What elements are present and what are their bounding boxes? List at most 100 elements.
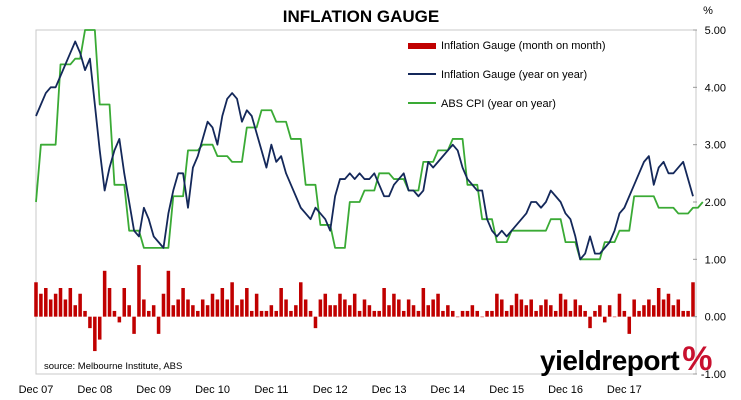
mom-bar: [372, 310, 377, 317]
mom-bar: [240, 299, 244, 317]
mom-bar: [318, 299, 323, 317]
mom-bar: [181, 288, 185, 317]
y-axis-unit-label: %: [703, 5, 713, 17]
mom-bar: [97, 316, 102, 340]
y-tick-label: 1.00: [705, 254, 726, 266]
mom-bar: [681, 310, 685, 317]
mom-bar: [156, 316, 161, 334]
mom-bar: [210, 293, 215, 317]
mom-bar: [88, 316, 92, 329]
mom-bar: [303, 299, 308, 317]
mom-bar: [656, 288, 661, 317]
mom-bar: [539, 305, 543, 317]
mom-bar: [549, 305, 553, 317]
x-tick-label: Dec 14: [430, 384, 465, 396]
logo-wordmark: yieldreport%: [540, 340, 712, 378]
y-tick-label: 2.00: [705, 197, 726, 209]
mom-bar: [299, 282, 303, 317]
mom-bar: [151, 305, 156, 317]
mom-bar: [343, 299, 347, 317]
mom-bar: [504, 310, 509, 317]
mom-bar: [455, 316, 460, 318]
mom-bar: [294, 305, 298, 317]
mom-bar: [176, 299, 180, 317]
mom-bar: [593, 310, 597, 317]
x-tick-label: Dec 09: [136, 384, 171, 396]
mom-bar: [196, 310, 200, 317]
mom-bar: [578, 305, 582, 317]
mom-bar: [568, 310, 573, 317]
mom-bar: [647, 299, 651, 317]
mom-bar: [274, 310, 279, 317]
mom-bar: [470, 305, 475, 317]
mom-bar: [357, 310, 362, 317]
mom-bar: [132, 316, 136, 334]
mom-bar: [671, 305, 676, 317]
mom-bar: [387, 305, 391, 317]
mom-bar: [112, 310, 117, 317]
mom-bar: [382, 288, 386, 317]
legend: Inflation Gauge (month on month) Inflati…: [408, 40, 605, 110]
mom-bar: [289, 310, 293, 317]
mom-bar: [622, 310, 627, 317]
mom-bar: [348, 305, 352, 317]
mom-bar: [127, 305, 131, 317]
mom-bar: [78, 293, 82, 317]
y-tick-label: 0.00: [705, 312, 726, 324]
abs-cpi-line: [35, 29, 704, 261]
mom-bar: [142, 299, 146, 317]
mom-bar: [666, 293, 671, 317]
mom-bar: [328, 305, 332, 317]
mom-bar: [480, 316, 484, 318]
mom-bar: [235, 305, 239, 317]
mom-bar: [691, 282, 695, 317]
x-axis-ticks: Dec 07 Dec 08 Dec 09 Dec 10 Dec 11 Dec 12 Dec …: [19, 384, 642, 396]
mom-bar: [249, 310, 254, 317]
mom-bar: [161, 293, 166, 317]
x-tick-label: Dec 12: [313, 384, 348, 396]
mom-bar: [475, 310, 480, 317]
mom-bar: [401, 310, 406, 317]
mom-bar: [627, 316, 632, 334]
legend-label-yoy: Inflation Gauge (year on year): [441, 69, 587, 81]
yieldreport-logo: yieldreport%: [540, 340, 712, 378]
mom-bar: [122, 288, 127, 317]
mom-bar: [117, 316, 122, 323]
mom-bar: [431, 299, 435, 317]
mom-bar: [676, 299, 681, 317]
mom-bar: [367, 305, 372, 317]
mom-bar: [642, 305, 646, 317]
mom-bar: [308, 310, 313, 317]
mom-bar: [107, 288, 112, 317]
mom-bar: [406, 299, 411, 317]
legend-label-mom: Inflation Gauge (month on month): [441, 40, 605, 52]
y-axis-ticks: 5.00 4.00 3.00 2.00 1.00 0.00 -1.00: [693, 25, 726, 381]
mom-bar: [553, 310, 558, 317]
mom-bar: [637, 310, 641, 317]
mom-bar: [166, 270, 171, 317]
mom-bar: [514, 293, 519, 317]
mom-bar-series: [34, 265, 695, 352]
x-tick-label: Dec 15: [489, 384, 524, 396]
mom-bar: [500, 299, 504, 317]
mom-bar: [171, 305, 176, 317]
mom-bar: [259, 310, 264, 317]
mom-bar: [524, 305, 529, 317]
mom-bar: [460, 310, 465, 317]
mom-bar: [495, 293, 499, 317]
mom-bar: [421, 288, 426, 317]
x-tick-label: Dec 10: [195, 384, 230, 396]
mom-bar: [220, 288, 225, 317]
y-tick-label: 3.00: [705, 140, 726, 152]
mom-bar: [269, 305, 274, 317]
mom-bar: [509, 305, 514, 317]
mom-bar: [215, 299, 220, 317]
mom-bar: [313, 316, 318, 329]
mom-bar: [63, 299, 68, 317]
mom-bar: [284, 299, 288, 317]
mom-bar: [205, 305, 210, 317]
mom-bar: [191, 305, 195, 317]
mom-bar: [426, 305, 430, 317]
mom-bar: [686, 310, 690, 317]
mom-bar: [598, 305, 602, 317]
